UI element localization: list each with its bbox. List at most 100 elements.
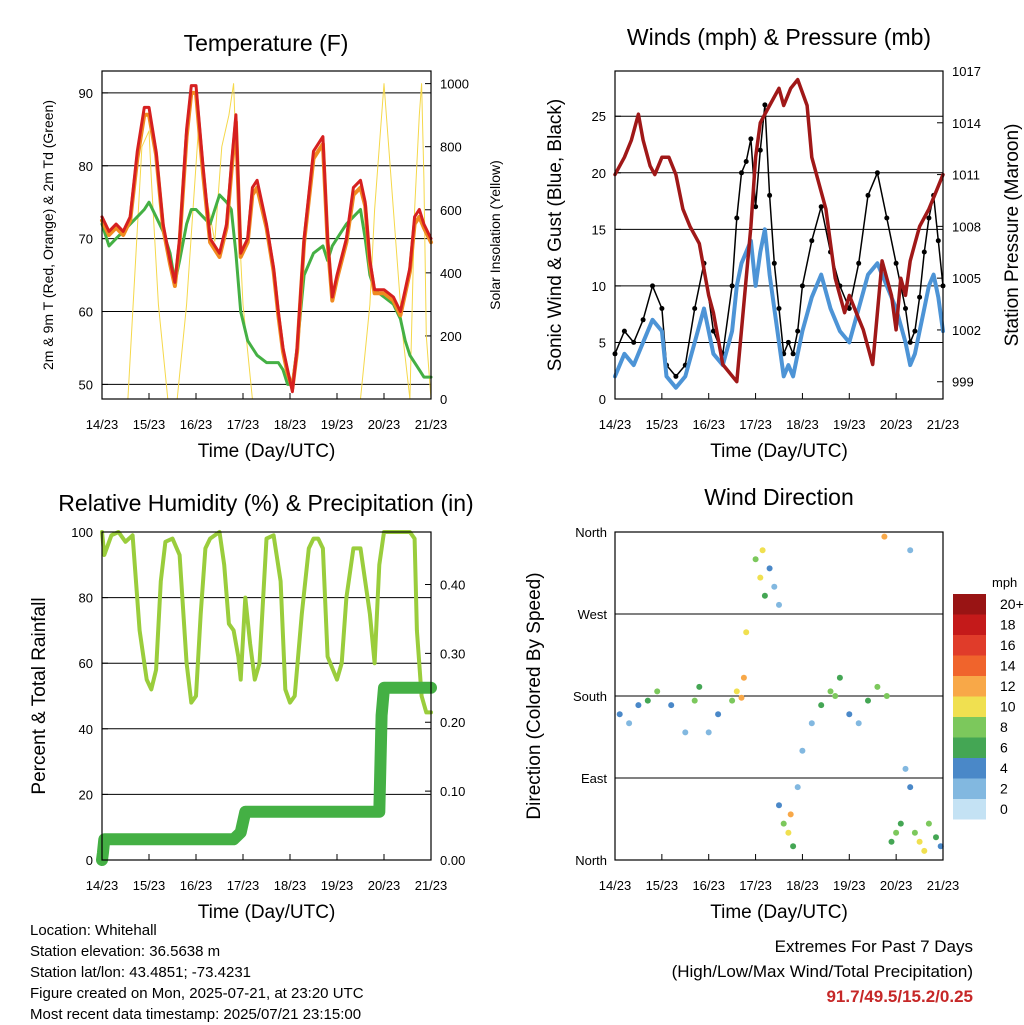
y-tick-label: 40 (79, 722, 93, 737)
x-axis-label: Time (Day/UTC) (198, 902, 336, 923)
y-axis-label: Percent & Total Rainfall (29, 597, 50, 794)
gust-point (650, 283, 655, 289)
gust-point (799, 283, 805, 289)
y2-tick-label: 0.10 (440, 784, 465, 799)
direction-point (776, 802, 782, 809)
gust-point (818, 204, 824, 210)
direction-point (696, 683, 703, 690)
direction-point (752, 556, 759, 563)
x-tick-label: 17/23 (739, 417, 772, 432)
y-tick-label: 80 (79, 591, 93, 606)
direction-point (682, 729, 689, 736)
y-tick-label: North (575, 525, 607, 540)
x-tick-label: 20/23 (880, 417, 913, 432)
y2-tick-label: 1014 (952, 116, 981, 131)
gust-point (710, 328, 716, 334)
direction-point (715, 711, 722, 718)
direction-point (616, 711, 623, 718)
direction-point (907, 784, 914, 791)
gust-point (743, 159, 749, 164)
gust-point (935, 238, 941, 244)
x-tick-label: 20/23 (880, 878, 913, 893)
direction-point (780, 820, 787, 827)
direction-point (808, 720, 815, 727)
y-tick-label: 50 (79, 377, 93, 392)
gust-point (771, 260, 777, 266)
direction-point (818, 702, 825, 709)
direction-point (846, 711, 853, 718)
gust-point (785, 339, 791, 345)
gust-point (753, 204, 759, 210)
gust-point (921, 249, 927, 255)
y-tick-label: South (573, 689, 607, 704)
direction-point (921, 847, 928, 854)
y-tick-label: 10 (592, 279, 606, 294)
temperature-9m-line (100, 90, 433, 391)
direction-point (743, 629, 750, 636)
x-tick-label: 15/23 (133, 878, 166, 893)
colorbar-label: 6 (1000, 740, 1008, 756)
x-tick-label: 16/23 (180, 417, 213, 432)
gust-point (762, 102, 768, 108)
direction-point (933, 834, 939, 841)
y-axis-label: Sonic Wind & Gust (Blue, Black) (545, 99, 566, 371)
y-tick-label: 60 (79, 656, 93, 671)
colorbar-swatch (953, 717, 986, 738)
colorbar-swatch (953, 614, 986, 635)
direction-point (766, 565, 773, 572)
gust-point (926, 215, 932, 221)
direction-point (785, 829, 792, 836)
y2-axis-label: Station Pressure (Maroon) (1002, 124, 1023, 347)
gust-point (659, 306, 665, 311)
colorbar-swatch (953, 635, 986, 656)
direction-point (691, 697, 698, 704)
extremes-title: Extremes For Past 7 Days (774, 937, 973, 956)
direction-point (738, 694, 745, 701)
y2-tick-label: 0.30 (440, 646, 465, 661)
y2-tick-label: 1000 (440, 77, 469, 92)
gust-point (748, 136, 754, 142)
gust-point (903, 306, 908, 311)
gust-point (846, 306, 852, 311)
x-tick-label: 17/23 (227, 417, 260, 432)
x-tick-label: 17/23 (227, 878, 260, 893)
colorbar-label: 8 (1000, 719, 1008, 735)
y2-tick-label: 0.00 (440, 853, 465, 868)
direction-point (827, 688, 834, 695)
y2-tick-label: 800 (440, 140, 462, 155)
extremes-box: Extremes For Past 7 Days (High/Low/Max W… (672, 934, 973, 1009)
direction-point (855, 720, 862, 727)
direction-point (626, 720, 633, 727)
colorbar-label: 14 (1000, 658, 1016, 674)
direction-point (635, 702, 642, 709)
station-pressure-line (613, 77, 945, 384)
gust-point (767, 192, 773, 198)
y2-tick-label: 1011 (952, 168, 980, 183)
x-tick-label: 20/23 (368, 878, 401, 893)
colorbar-label: 10 (1000, 699, 1016, 715)
colorbar-label: 12 (1000, 678, 1016, 694)
gust-point (917, 294, 923, 300)
extremes-subtitle: (High/Low/Max Wind/Total Precipitation) (671, 962, 973, 981)
direction-point (787, 811, 794, 818)
y-tick-label: 60 (79, 305, 93, 320)
direction-point (705, 729, 712, 736)
x-tick-label: 18/23 (786, 417, 819, 432)
station-location: Location: Whitehall (30, 922, 157, 939)
direction-point (776, 601, 782, 608)
panel-1: Temperature (F) Time (Day/UTC) 14/23 15/23 1… (40, 30, 503, 462)
gust-point (757, 147, 763, 153)
gust-point (790, 351, 796, 357)
x-tick-label: 20/23 (368, 417, 401, 432)
y-axis-label: 2m & 9m T (Red, Orange) & 2m Td (Green) (40, 100, 56, 370)
y-tick-label: 0 (599, 392, 606, 407)
gust-point (729, 283, 735, 289)
y2-tick-label: 400 (440, 266, 462, 281)
y-tick-label: 5 (599, 335, 606, 350)
x-tick-label: 21/23 (927, 417, 960, 432)
direction-point (654, 688, 661, 695)
y2-tick-label: 999 (952, 375, 974, 390)
x-axis-label: Time (Day/UTC) (710, 441, 848, 462)
gust-point (912, 328, 918, 334)
y-tick-label: 25 (592, 109, 606, 124)
